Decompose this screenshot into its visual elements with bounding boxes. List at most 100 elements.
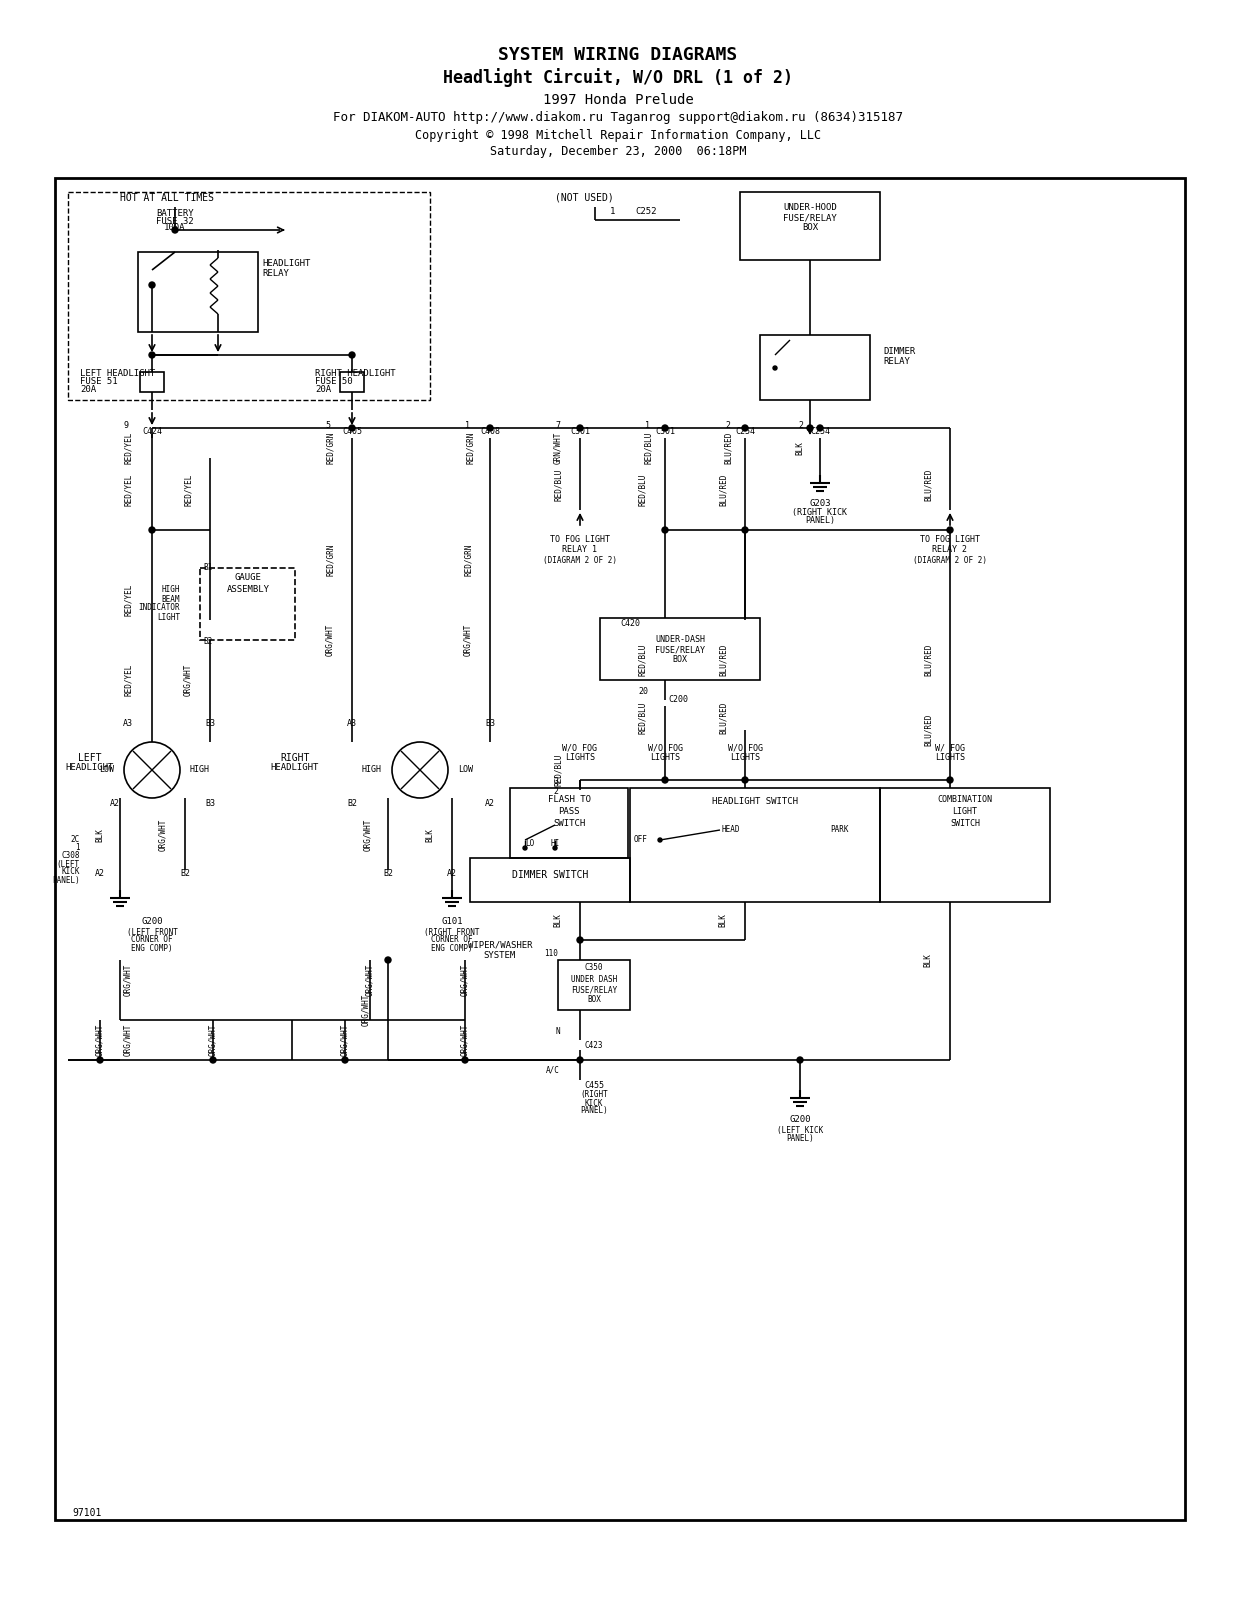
Text: 2: 2 [798, 421, 803, 429]
Text: B1: B1 [203, 563, 213, 571]
Circle shape [349, 426, 355, 430]
Text: FUSE 50: FUSE 50 [315, 378, 353, 387]
Text: FLASH TO: FLASH TO [548, 795, 590, 805]
Circle shape [773, 366, 777, 370]
Text: PARK: PARK [830, 826, 849, 835]
Text: G101: G101 [442, 917, 463, 926]
Text: HIGH: HIGH [162, 586, 181, 595]
Text: A/C: A/C [546, 1066, 560, 1075]
Text: 5: 5 [325, 421, 330, 429]
Text: FUSE/RELAY: FUSE/RELAY [570, 986, 617, 995]
Text: W/O FOG: W/O FOG [563, 744, 597, 752]
Text: BLK: BLK [795, 442, 804, 454]
Text: B3: B3 [205, 718, 215, 728]
Text: 1: 1 [610, 208, 615, 216]
Text: ENG COMP): ENG COMP) [131, 944, 173, 952]
Text: BATTERY: BATTERY [156, 210, 194, 219]
Circle shape [948, 526, 952, 533]
Text: 110: 110 [544, 949, 558, 957]
Text: FUSE/RELAY: FUSE/RELAY [656, 645, 705, 654]
Text: HEADLIGHT: HEADLIGHT [262, 259, 310, 267]
Text: C455: C455 [584, 1080, 604, 1090]
Text: INDICATOR: INDICATOR [139, 603, 181, 613]
Text: C301: C301 [656, 427, 675, 437]
Text: C200: C200 [668, 696, 688, 704]
Text: (LEFT FRONT: (LEFT FRONT [126, 928, 177, 936]
Circle shape [742, 778, 748, 782]
Text: 100A: 100A [165, 224, 186, 232]
Text: BLK: BLK [553, 914, 563, 926]
Text: (RIGHT: (RIGHT [580, 1091, 607, 1099]
Text: PANEL): PANEL) [787, 1133, 814, 1142]
Text: G203: G203 [809, 499, 831, 507]
Text: 9: 9 [122, 421, 127, 429]
Text: RED/YEL: RED/YEL [124, 432, 132, 464]
Text: ORG/WHT: ORG/WHT [95, 1024, 104, 1056]
Text: DIMMER: DIMMER [883, 347, 915, 357]
Text: BOX: BOX [673, 656, 688, 664]
Text: 1: 1 [644, 421, 649, 429]
Text: BLK: BLK [95, 829, 104, 842]
Text: RED/BLU: RED/BLU [638, 702, 647, 734]
Text: Saturday, December 23, 2000  06:18PM: Saturday, December 23, 2000 06:18PM [490, 144, 746, 157]
Text: 2: 2 [553, 787, 558, 797]
Circle shape [662, 426, 668, 430]
Text: C308: C308 [62, 851, 80, 861]
Text: 20A: 20A [80, 386, 96, 395]
Text: RIGHT HEADLIGHT: RIGHT HEADLIGHT [315, 370, 396, 379]
Circle shape [662, 526, 668, 533]
Text: A2: A2 [95, 869, 105, 877]
Text: ASSEMBLY: ASSEMBLY [226, 586, 270, 595]
Text: BEAM: BEAM [162, 595, 181, 603]
Circle shape [816, 426, 823, 430]
Text: For DIAKOM-AUTO http://www.diakom.ru Taganrog support@diakom.ru (8634)315187: For DIAKOM-AUTO http://www.diakom.ru Tag… [333, 112, 903, 125]
Circle shape [576, 938, 583, 942]
Text: G200: G200 [141, 917, 163, 926]
Text: LO: LO [526, 838, 534, 848]
Text: B3: B3 [205, 800, 215, 808]
Text: BLU/RED: BLU/RED [719, 643, 727, 677]
Text: ORG/WHT: ORG/WHT [464, 624, 473, 656]
Text: ORG/WHT: ORG/WHT [361, 994, 371, 1026]
Text: UNDER DASH: UNDER DASH [570, 976, 617, 984]
Text: COMBINATION: COMBINATION [938, 795, 992, 805]
Text: BLU/RED: BLU/RED [724, 432, 732, 464]
Text: BLK: BLK [426, 829, 434, 842]
Text: PANEL): PANEL) [580, 1107, 607, 1115]
Text: ORG/WHT: ORG/WHT [460, 963, 470, 997]
Circle shape [487, 426, 494, 430]
Text: C424: C424 [142, 427, 162, 437]
Text: ORG/WHT: ORG/WHT [124, 963, 132, 997]
Text: ORG/WHT: ORG/WHT [183, 664, 193, 696]
Text: CORNER OF: CORNER OF [131, 936, 173, 944]
Text: HOT AT ALL TIMES: HOT AT ALL TIMES [120, 194, 214, 203]
Text: 20: 20 [638, 688, 648, 696]
Text: Headlight Circuit, W/O DRL (1 of 2): Headlight Circuit, W/O DRL (1 of 2) [443, 69, 793, 88]
Text: PANEL): PANEL) [805, 517, 835, 525]
Text: B2: B2 [348, 800, 357, 808]
Text: FUSE/RELAY: FUSE/RELAY [783, 213, 837, 222]
Text: GRN/WHT: GRN/WHT [553, 432, 563, 464]
Text: LIGHTS: LIGHTS [565, 754, 595, 763]
Circle shape [576, 426, 583, 430]
Text: RED/YEL: RED/YEL [124, 664, 132, 696]
Text: RED/GRN: RED/GRN [464, 544, 473, 576]
Circle shape [742, 426, 748, 430]
Circle shape [210, 1058, 216, 1062]
Text: UNDER-HOOD: UNDER-HOOD [783, 203, 837, 213]
Text: C252: C252 [635, 208, 657, 216]
Text: ORG/WHT: ORG/WHT [158, 819, 167, 851]
Circle shape [148, 282, 155, 288]
Text: C423: C423 [585, 1040, 604, 1050]
Text: ORG/WHT: ORG/WHT [209, 1024, 218, 1056]
Text: ORG/WHT: ORG/WHT [325, 624, 334, 656]
Circle shape [742, 526, 748, 533]
Text: 7: 7 [555, 421, 560, 429]
Text: HI: HI [550, 838, 559, 848]
Text: (LEFT KICK: (LEFT KICK [777, 1125, 823, 1134]
Text: 1: 1 [465, 421, 470, 429]
Text: C405: C405 [341, 427, 362, 437]
Text: SWITCH: SWITCH [950, 819, 980, 829]
Text: ORG/WHT: ORG/WHT [365, 963, 375, 997]
Text: WIPER/WASHER: WIPER/WASHER [468, 941, 532, 949]
